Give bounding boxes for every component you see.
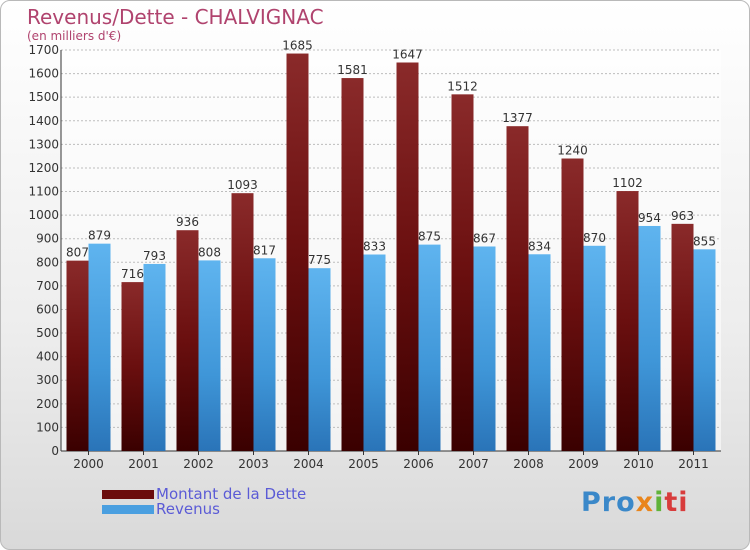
x-tick-label: 2001 — [128, 457, 159, 471]
data-label-dette: 963 — [671, 209, 694, 223]
data-label-dette: 936 — [176, 215, 199, 229]
bar-revenus — [583, 245, 606, 451]
y-tick-label: 0 — [51, 444, 59, 458]
legend-item-revenus: Revenus — [102, 500, 220, 518]
y-tick-label: 1000 — [28, 208, 59, 222]
bar-revenus — [308, 268, 331, 451]
x-tick-label: 2005 — [348, 457, 379, 471]
legend-swatch-dette — [102, 489, 154, 499]
data-label-revenus: 834 — [528, 239, 551, 253]
data-label-dette: 1093 — [227, 178, 258, 192]
bar-revenus — [363, 254, 386, 451]
data-label-revenus: 775 — [308, 253, 331, 267]
y-tick-label: 900 — [36, 232, 59, 246]
x-tick-label: 2010 — [623, 457, 654, 471]
data-label-revenus: 793 — [143, 249, 166, 263]
data-label-dette: 1102 — [612, 176, 643, 190]
chart-title: Revenus/Dette - CHALVIGNAC — [27, 5, 324, 29]
bar-revenus — [418, 244, 441, 451]
y-tick-label: 1700 — [28, 43, 59, 57]
data-label-dette: 1581 — [337, 63, 368, 77]
bar-dette — [506, 126, 529, 451]
data-label-dette: 1240 — [557, 144, 588, 158]
data-label-revenus: 817 — [253, 243, 276, 257]
x-tick-label: 2006 — [403, 457, 434, 471]
bar-revenus — [693, 249, 716, 451]
y-tick-label: 1400 — [28, 114, 59, 128]
chart-subtitle: (en milliers d'€) — [27, 29, 122, 43]
data-label-dette: 1377 — [502, 111, 533, 125]
data-label-revenus: 855 — [693, 234, 716, 248]
data-label-revenus: 875 — [418, 230, 441, 244]
bar-dette — [341, 78, 364, 451]
bar-dette — [231, 193, 254, 451]
x-tick-label: 2000 — [73, 457, 104, 471]
legend-item-dette: Montant de la Dette — [102, 485, 307, 503]
data-label-revenus: 808 — [198, 245, 221, 259]
data-label-revenus: 870 — [583, 231, 606, 245]
bar-revenus — [473, 246, 496, 451]
y-tick-label: 1100 — [28, 185, 59, 199]
data-label-dette: 1685 — [282, 39, 313, 53]
bar-dette — [121, 282, 144, 451]
data-label-revenus: 954 — [638, 211, 661, 225]
bar-revenus — [198, 260, 221, 451]
bar-dette — [286, 53, 309, 451]
x-tick-label: 2009 — [568, 457, 599, 471]
y-tick-label: 200 — [36, 397, 59, 411]
y-tick-label: 1600 — [28, 67, 59, 81]
bar-revenus — [528, 254, 551, 451]
data-label-dette: 1647 — [392, 48, 423, 62]
y-tick-label: 100 — [36, 420, 59, 434]
y-tick-label: 1200 — [28, 161, 59, 175]
legend-swatch-revenus — [102, 504, 154, 514]
bar-revenus — [638, 225, 661, 451]
bar-dette — [66, 260, 89, 451]
y-tick-label: 800 — [36, 255, 59, 269]
y-tick-label: 700 — [36, 279, 59, 293]
x-tick-label: 2011 — [678, 457, 709, 471]
bar-dette — [396, 62, 419, 451]
proxiti-logo: Proxiti — [581, 487, 689, 518]
data-label-dette: 1512 — [447, 79, 478, 93]
x-tick-label: 2002 — [183, 457, 214, 471]
data-label-revenus: 879 — [88, 229, 111, 243]
data-label-dette: 807 — [66, 246, 89, 260]
bar-dette — [616, 191, 639, 451]
data-label-revenus: 867 — [473, 231, 496, 245]
legend-label-dette: Montant de la Dette — [156, 485, 307, 503]
y-tick-label: 400 — [36, 350, 59, 364]
x-tick-label: 2004 — [293, 457, 324, 471]
y-tick-label: 300 — [36, 373, 59, 387]
bar-revenus — [143, 263, 166, 451]
x-tick-label: 2003 — [238, 457, 269, 471]
y-tick-label: 1300 — [28, 137, 59, 151]
data-label-dette: 716 — [121, 267, 144, 281]
bar-revenus — [88, 243, 111, 451]
legend-label-revenus: Revenus — [156, 500, 220, 518]
bar-dette — [451, 94, 474, 451]
y-tick-label: 1500 — [28, 90, 59, 104]
bar-revenus — [253, 258, 276, 451]
data-label-revenus: 833 — [363, 240, 386, 254]
y-tick-label: 500 — [36, 326, 59, 340]
bar-dette — [561, 158, 584, 451]
plot-area — [61, 50, 721, 451]
y-tick-label: 600 — [36, 302, 59, 316]
x-tick-label: 2008 — [513, 457, 544, 471]
bar-dette — [671, 223, 694, 451]
x-tick-label: 2007 — [458, 457, 489, 471]
bar-dette — [176, 230, 199, 451]
